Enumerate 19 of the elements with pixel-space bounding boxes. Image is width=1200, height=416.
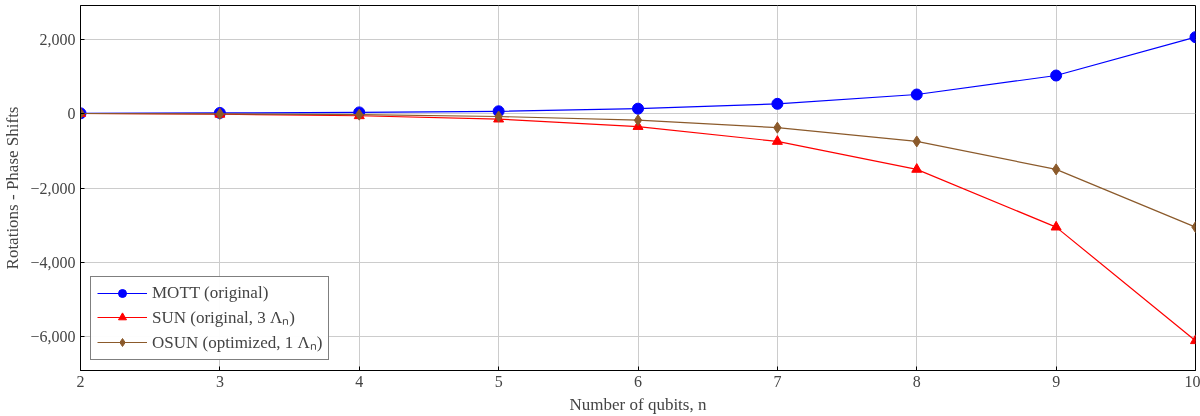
legend-label: SUN (original, 3 Λₙ) (152, 307, 296, 328)
x-axis-title: Number of qubits, n (569, 394, 707, 414)
y-axis-title: Rotations - Phase Shifts (3, 106, 23, 270)
legend-label: OSUN (optimized, 1 Λₙ) (152, 332, 323, 353)
x-tick-label: 9 (1052, 372, 1061, 390)
x-tick-label: 7 (773, 372, 782, 390)
x-tick-label: 2 (76, 372, 85, 390)
x-tick-label: 6 (634, 372, 642, 390)
x-tick-label: 5 (494, 372, 503, 390)
legend-label: MOTT (original) (152, 283, 269, 303)
y-tick-label: −6,000 (30, 328, 76, 346)
x-tick-label: 3 (215, 372, 224, 390)
x-tick-label: 10 (1184, 372, 1200, 390)
y-tick-label: −4,000 (30, 253, 76, 271)
y-tick-label: 2,000 (39, 30, 76, 48)
x-tick-label: 8 (912, 372, 921, 390)
x-tick-label: 4 (355, 372, 364, 390)
y-tick-label: −2,000 (30, 179, 76, 197)
y-tick-label: 0 (67, 105, 76, 123)
